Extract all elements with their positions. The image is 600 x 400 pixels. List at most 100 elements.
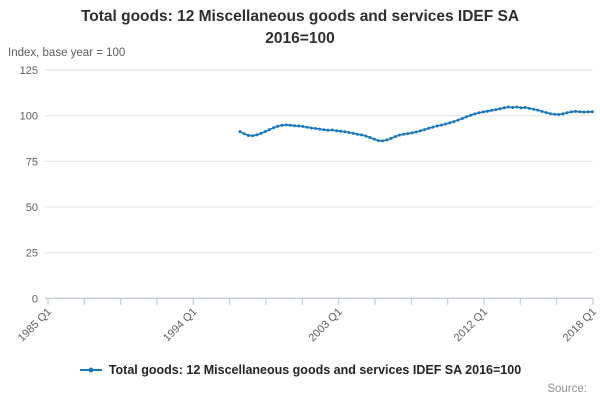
data-point (276, 124, 280, 128)
data-point (301, 125, 305, 128)
data-point (490, 108, 494, 112)
data-point (309, 126, 313, 130)
data-point (242, 132, 246, 136)
data-point (519, 106, 523, 110)
data-point (540, 109, 544, 113)
data-point (523, 106, 527, 109)
data-point (326, 128, 330, 132)
data-point (376, 139, 380, 143)
data-point (444, 122, 447, 126)
data-point (314, 127, 317, 130)
data-point (561, 112, 565, 116)
data-point (368, 136, 372, 139)
data-point (544, 111, 548, 115)
data-point (255, 133, 259, 137)
data-point (485, 109, 489, 113)
data-point (452, 120, 456, 124)
data-point (502, 106, 506, 110)
data-point (465, 115, 468, 119)
y-tick-label: 0 (32, 293, 38, 305)
chart-title: Total goods: 12 Miscellaneous goods and … (80, 8, 520, 47)
legend: Total goods: 12 Miscellaneous goods and … (0, 363, 600, 377)
data-point (305, 125, 309, 129)
data-point (565, 111, 569, 115)
data-point (402, 132, 406, 136)
x-tick-label: 1985 Q1 (16, 306, 54, 344)
x-tick-label: 1994 Q1 (161, 306, 199, 344)
data-point (498, 107, 502, 111)
data-point (431, 125, 435, 129)
data-point (238, 130, 242, 134)
data-point (263, 130, 267, 134)
data-point (586, 110, 590, 114)
y-tick-label: 100 (20, 111, 38, 123)
data-point (293, 124, 296, 128)
data-point (418, 129, 422, 133)
data-point (246, 134, 250, 137)
data-point (372, 137, 376, 141)
data-point (435, 124, 439, 128)
data-point (460, 117, 464, 120)
y-tick-label: 125 (20, 65, 38, 77)
data-point (536, 108, 540, 112)
data-point (473, 112, 477, 116)
data-point (569, 110, 573, 114)
data-point (439, 123, 443, 127)
data-point (511, 106, 515, 109)
data-point (548, 112, 552, 116)
data-point (410, 131, 414, 135)
data-point (590, 110, 594, 114)
source-label: Source: (547, 383, 587, 395)
data-point (469, 113, 473, 117)
data-point (364, 134, 368, 138)
data-point (515, 105, 519, 109)
data-point (297, 124, 301, 128)
data-point (448, 121, 452, 125)
legend-label: Total goods: 12 Miscellaneous goods and … (108, 363, 522, 377)
y-axis-title: Index, base year = 100 (8, 47, 126, 59)
data-point (335, 129, 338, 133)
data-point (267, 128, 271, 132)
y-tick-label: 25 (26, 248, 38, 260)
data-point (506, 105, 510, 109)
data-point (557, 113, 561, 116)
data-point (481, 110, 485, 114)
data-point (393, 135, 397, 139)
data-point (251, 134, 255, 138)
data-point (389, 136, 393, 140)
data-point (406, 132, 410, 136)
data-point (284, 123, 288, 127)
data-point (423, 128, 426, 132)
data-point (343, 130, 347, 134)
x-tick-label: 2012 Q1 (452, 306, 490, 344)
data-point (330, 128, 334, 132)
data-point (553, 112, 557, 116)
data-point (385, 138, 389, 142)
x-tick-label: 2018 Q1 (561, 306, 599, 344)
data-point (477, 111, 481, 115)
data-point (322, 128, 326, 132)
data-point (360, 133, 364, 137)
data-point (355, 132, 359, 136)
data-point (582, 110, 586, 114)
data-point (532, 107, 536, 111)
data-point (578, 110, 582, 114)
y-tick-label: 50 (26, 202, 38, 214)
data-line (239, 106, 593, 142)
data-point (272, 126, 276, 130)
data-point (494, 108, 498, 112)
y-tick-label: 75 (26, 156, 38, 168)
data-point (574, 109, 577, 113)
data-point (456, 118, 460, 122)
data-point (414, 130, 418, 134)
data-point (347, 131, 351, 134)
data-point (381, 139, 385, 143)
data-point (280, 123, 284, 127)
data-point (427, 126, 431, 130)
data-point (527, 106, 531, 110)
legend-item: Total goods: 12 Miscellaneous goods and … (79, 363, 521, 377)
data-point (259, 131, 263, 135)
data-point (318, 127, 322, 131)
